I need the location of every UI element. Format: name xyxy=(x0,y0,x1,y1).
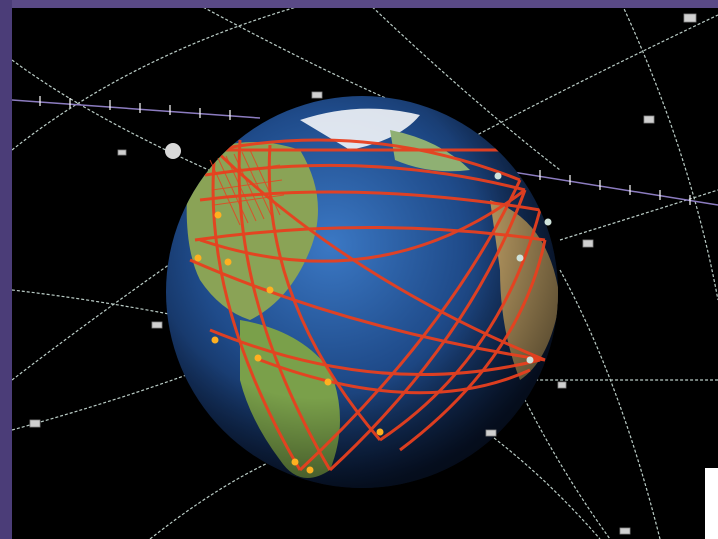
satellite xyxy=(683,13,697,23)
purple-orbit xyxy=(11,99,718,206)
satellite xyxy=(643,115,655,124)
satellite xyxy=(29,419,41,428)
satellite xyxy=(311,91,323,99)
frame-left-border xyxy=(0,0,12,539)
page-corner xyxy=(705,468,718,539)
satellite xyxy=(619,527,631,535)
satellite xyxy=(485,429,497,437)
satellite xyxy=(117,149,127,156)
moon xyxy=(165,143,181,159)
satellite xyxy=(582,239,594,248)
satellites xyxy=(29,13,697,535)
satellite xyxy=(151,321,163,329)
network-grid xyxy=(209,149,285,226)
frame-top-border xyxy=(0,0,718,8)
ground-stations xyxy=(194,172,552,474)
satellite xyxy=(557,381,567,389)
purple-orbit-ticks xyxy=(39,96,691,205)
